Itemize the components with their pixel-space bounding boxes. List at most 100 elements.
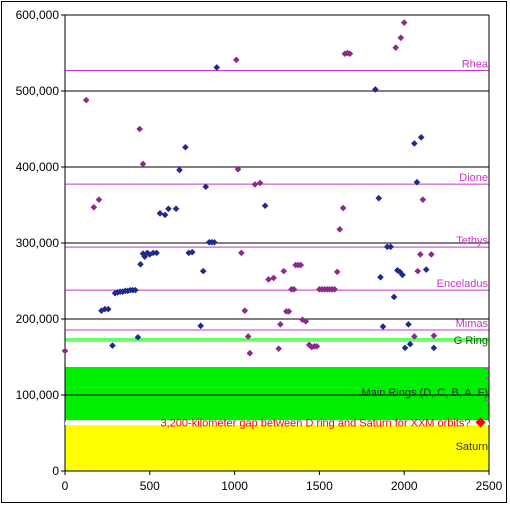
data-point: [161, 211, 169, 219]
data-point: [277, 321, 284, 328]
data-point: [417, 251, 424, 258]
data-point: [119, 288, 126, 295]
data-point: [401, 344, 409, 352]
data-point: [413, 178, 421, 186]
data-point: [172, 205, 180, 213]
data-point: [251, 181, 259, 188]
main-rings-band: [65, 367, 489, 421]
data-point: [430, 332, 438, 340]
data-point: [111, 289, 119, 297]
data-point: [197, 322, 204, 330]
data-point: [290, 286, 298, 293]
data-point: [182, 143, 189, 151]
gap-marker-point-top: [475, 417, 486, 428]
data-point: [241, 307, 249, 314]
points-layer: [61, 19, 489, 428]
data-point: [305, 341, 313, 349]
data-point: [109, 342, 116, 349]
data-point: [405, 321, 412, 328]
data-point: [199, 267, 207, 275]
data-point: [188, 248, 196, 256]
data-point: [149, 249, 157, 257]
g-ring-label: G Ring: [454, 335, 488, 347]
data-point: [134, 333, 142, 341]
y-tick-label: 600,000: [16, 8, 60, 22]
moon-label: Tethys: [456, 235, 488, 247]
data-point: [153, 249, 160, 257]
reference-lines-layer: Rhea Dione Tethys Enceladus Mimas: [65, 58, 489, 331]
data-point: [280, 267, 288, 275]
x-tick-label: 500: [140, 479, 160, 493]
data-point: [101, 305, 109, 313]
x-tick-label: 2000: [391, 479, 418, 493]
data-point: [176, 166, 183, 174]
x-tick-label: 1000: [221, 479, 248, 493]
data-point: [302, 317, 310, 325]
data-point: [139, 160, 147, 168]
data-point: [137, 260, 144, 268]
y-tick-label: 0: [52, 464, 59, 478]
data-point: [156, 210, 164, 217]
data-point: [61, 347, 69, 355]
y-tick-label: 100,000: [16, 388, 60, 402]
gap-annotation: 3,200-kilometer gap between D ring and S…: [161, 417, 471, 429]
data-point: [265, 276, 272, 283]
data-point: [104, 305, 112, 313]
data-point: [285, 308, 293, 315]
data-point: [98, 307, 105, 314]
labels-layer: G Ring Main Rings (D, C, B, A, F) Saturn 3,…: [161, 335, 488, 453]
data-point: [397, 34, 405, 42]
data-point: [392, 44, 400, 51]
data-point: [210, 238, 218, 246]
moon-label: Enceladus: [437, 278, 489, 290]
data-point: [246, 349, 254, 357]
data-point: [238, 249, 245, 257]
data-point: [417, 134, 425, 141]
data-point: [419, 196, 427, 203]
y-tick-label: 500,000: [16, 84, 60, 98]
data-point: [379, 323, 387, 330]
data-point: [202, 183, 210, 191]
data-point: [90, 203, 98, 211]
data-point: [344, 49, 351, 57]
y-tick-label: 300,000: [16, 236, 60, 250]
data-point: [95, 196, 103, 203]
data-point: [400, 19, 408, 26]
data-point: [406, 340, 414, 348]
data-point: [411, 140, 418, 147]
data-point: [270, 274, 277, 282]
y-tick-label: 400,000: [16, 160, 60, 174]
data-point: [143, 249, 151, 257]
g-ring-band: [65, 338, 489, 342]
data-point: [375, 194, 383, 202]
data-point: [256, 179, 264, 187]
data-point: [146, 251, 154, 258]
x-tick-label: 2500: [476, 479, 503, 493]
data-point: [331, 286, 338, 293]
data-point: [313, 343, 321, 350]
data-point: [185, 249, 193, 257]
data-point: [232, 56, 240, 64]
data-point: [333, 268, 341, 276]
data-point: [234, 165, 242, 173]
x-tick-label: 0: [62, 479, 69, 493]
axis-layer: 0 100,000 200,000 300,000 400,000 500,000 600,…: [16, 8, 503, 493]
x-tick-label: 1500: [306, 479, 333, 493]
data-point: [377, 273, 384, 281]
data-point: [339, 204, 347, 212]
data-point: [387, 243, 394, 251]
data-point: [213, 64, 221, 71]
data-point: [390, 293, 398, 301]
main-rings-label: Main Rings (D, C, B, A, F): [361, 387, 488, 399]
data-point: [428, 251, 435, 258]
data-point: [136, 125, 143, 133]
moon-label: Dione: [459, 172, 488, 184]
data-point: [139, 250, 147, 257]
data-point: [297, 261, 305, 269]
moon-label: Rhea: [462, 58, 489, 70]
data-point: [341, 50, 349, 58]
bands-layer: [65, 338, 489, 471]
data-point: [346, 50, 354, 58]
